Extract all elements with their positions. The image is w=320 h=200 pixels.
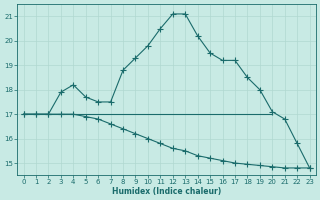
X-axis label: Humidex (Indice chaleur): Humidex (Indice chaleur) xyxy=(112,187,221,196)
